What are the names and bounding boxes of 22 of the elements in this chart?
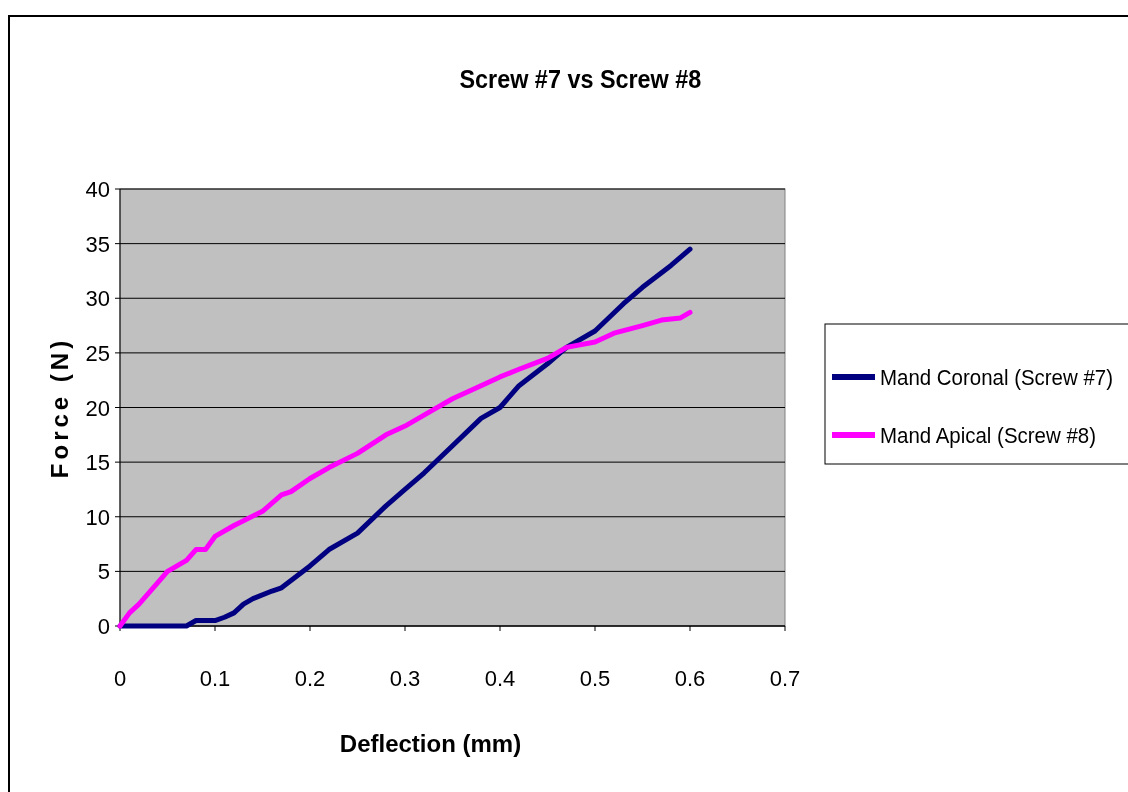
- y-tick-label: 5: [97, 559, 110, 585]
- y-tick-label: 40: [85, 177, 110, 202]
- y-axis-title: Force (N): [46, 336, 73, 479]
- y-tick-label: 10: [85, 504, 110, 530]
- chart-title: Screw #7 vs Screw #8: [459, 64, 702, 94]
- x-tick-label: 0.4: [484, 666, 516, 691]
- y-tick-label: 30: [85, 286, 110, 312]
- x-tick-label: 0.6: [674, 666, 706, 691]
- y-tick-label: 0: [97, 614, 110, 639]
- legend-label: Mand Coronal (Screw #7): [880, 365, 1114, 391]
- y-tick-label: 35: [85, 231, 110, 257]
- y-tick-label: 15: [85, 450, 110, 476]
- x-tick-label: 0.1: [199, 666, 231, 691]
- x-tick-label: 0: [113, 666, 127, 691]
- x-tick-label: 0.7: [769, 666, 801, 691]
- x-tick-label: 0.2: [294, 666, 326, 691]
- x-tick-label: 0.5: [579, 666, 611, 691]
- y-tick-label: 20: [85, 395, 110, 421]
- x-axis-title: Deflection (mm): [339, 730, 522, 757]
- y-tick-label: 25: [85, 340, 110, 366]
- legend-label: Mand Apical (Screw #8): [880, 423, 1096, 449]
- x-tick-label: 0.3: [389, 666, 421, 691]
